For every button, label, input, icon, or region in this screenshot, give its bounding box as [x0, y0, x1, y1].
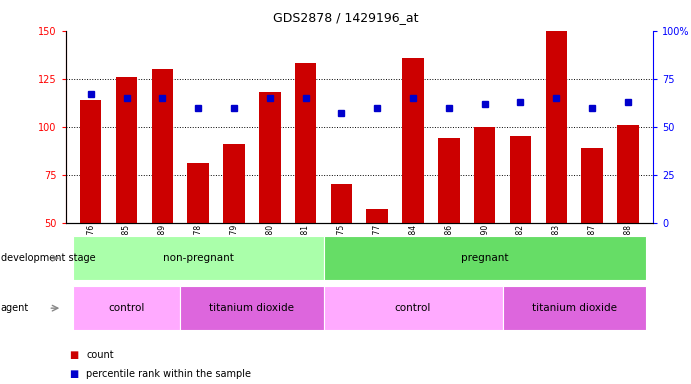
Text: titanium dioxide: titanium dioxide [531, 303, 616, 313]
Bar [402, 58, 424, 223]
Bar [546, 31, 567, 223]
Bar [581, 148, 603, 223]
Text: agent: agent [1, 303, 29, 313]
Bar [510, 136, 531, 223]
Text: count: count [86, 350, 114, 360]
Text: non-pregnant: non-pregnant [162, 253, 234, 263]
Bar [259, 92, 281, 223]
Bar [323, 286, 502, 330]
Bar [438, 138, 460, 223]
Bar [366, 209, 388, 223]
Bar [331, 184, 352, 223]
Text: pregnant: pregnant [461, 253, 509, 263]
Bar [187, 163, 209, 223]
Bar [323, 236, 646, 280]
Bar [180, 286, 323, 330]
Bar [223, 144, 245, 223]
Text: control: control [395, 303, 431, 313]
Bar [73, 236, 323, 280]
Text: GDS2878 / 1429196_at: GDS2878 / 1429196_at [273, 12, 418, 25]
Bar [116, 77, 138, 223]
Text: control: control [108, 303, 144, 313]
Bar [502, 286, 646, 330]
Bar [617, 125, 638, 223]
Bar [151, 69, 173, 223]
Bar [73, 286, 180, 330]
Text: ■: ■ [69, 369, 78, 379]
Text: ■: ■ [69, 350, 78, 360]
Text: development stage: development stage [1, 253, 95, 263]
Bar [474, 127, 495, 223]
Bar [295, 63, 316, 223]
Text: percentile rank within the sample: percentile rank within the sample [86, 369, 252, 379]
Text: titanium dioxide: titanium dioxide [209, 303, 294, 313]
Bar [80, 100, 102, 223]
